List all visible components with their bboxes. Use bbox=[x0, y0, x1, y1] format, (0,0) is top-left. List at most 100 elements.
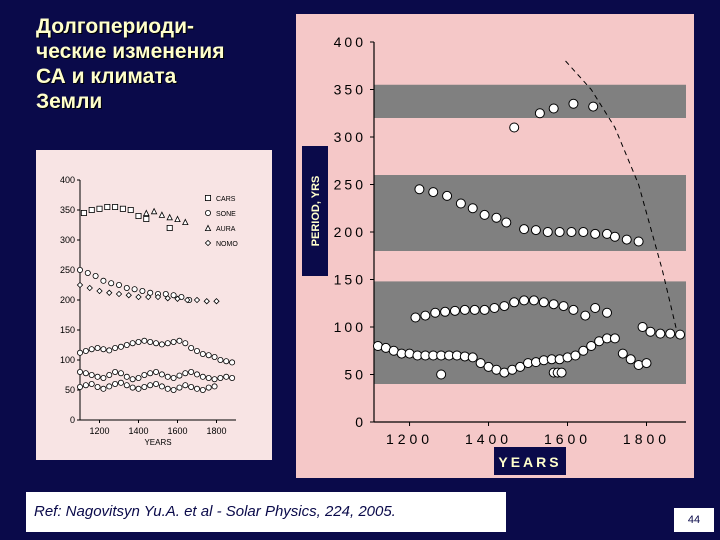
data-point bbox=[554, 227, 565, 237]
legend-marker bbox=[204, 239, 212, 247]
data-point bbox=[459, 304, 470, 315]
data-point bbox=[436, 369, 447, 380]
data-point bbox=[420, 310, 431, 321]
data-point bbox=[164, 295, 171, 302]
data-point bbox=[538, 297, 549, 308]
data-point bbox=[123, 341, 130, 348]
data-point bbox=[166, 213, 173, 221]
legend-label: SONE bbox=[216, 211, 236, 218]
data-point bbox=[568, 98, 579, 109]
data-point bbox=[119, 205, 126, 212]
data-point bbox=[76, 281, 84, 289]
data-point bbox=[534, 108, 545, 119]
data-point bbox=[164, 340, 171, 347]
y-axis-label: PERIOD, YRS bbox=[310, 176, 322, 247]
data-point bbox=[182, 218, 189, 225]
data-point bbox=[475, 358, 486, 369]
data-point bbox=[139, 287, 146, 294]
data-point bbox=[548, 103, 559, 114]
y-tick-label: 50 bbox=[344, 367, 366, 383]
y-tick-label: 300 bbox=[334, 129, 366, 145]
data-point bbox=[442, 190, 453, 201]
data-point bbox=[675, 329, 686, 340]
slide-number: 44 bbox=[674, 508, 714, 532]
data-point bbox=[170, 386, 177, 393]
dashed-trend-line bbox=[565, 60, 679, 337]
data-point bbox=[129, 384, 136, 391]
data-point bbox=[82, 382, 89, 389]
data-point bbox=[193, 347, 200, 354]
data-point bbox=[588, 101, 599, 112]
data-point bbox=[135, 213, 142, 220]
data-point bbox=[176, 337, 183, 344]
data-point bbox=[164, 385, 171, 392]
data-point bbox=[147, 289, 154, 296]
data-point bbox=[568, 304, 579, 315]
y-tick-label: 250 bbox=[60, 265, 75, 275]
data-point bbox=[106, 347, 113, 354]
data-point bbox=[199, 350, 206, 357]
data-point bbox=[176, 372, 183, 379]
data-point bbox=[509, 297, 520, 308]
data-point bbox=[141, 337, 148, 344]
y-tick-label: 150 bbox=[60, 325, 75, 335]
data-point bbox=[430, 307, 441, 318]
data-point bbox=[499, 301, 510, 312]
data-point bbox=[154, 293, 162, 301]
data-point bbox=[82, 370, 89, 377]
x-tick-label: 1200 bbox=[386, 431, 433, 447]
x-tick-label: 1800 bbox=[206, 426, 226, 436]
data-point bbox=[205, 374, 212, 381]
data-point bbox=[123, 382, 130, 389]
y-tick-label: 400 bbox=[334, 34, 366, 50]
data-point bbox=[519, 295, 530, 306]
data-point bbox=[88, 207, 95, 214]
data-point bbox=[645, 326, 656, 337]
data-point bbox=[170, 374, 177, 381]
data-point bbox=[117, 379, 124, 386]
data-point bbox=[489, 303, 500, 313]
data-point bbox=[637, 322, 648, 332]
data-point bbox=[88, 346, 95, 353]
data-point bbox=[112, 344, 119, 351]
x-tick-label: 1600 bbox=[544, 431, 591, 447]
data-point bbox=[158, 383, 165, 390]
data-point bbox=[199, 373, 206, 380]
data-point bbox=[182, 370, 189, 377]
x-axis-label-box bbox=[494, 447, 566, 475]
data-point bbox=[633, 236, 644, 247]
data-point bbox=[88, 380, 95, 387]
y-tick-label: 350 bbox=[334, 82, 366, 98]
data-point bbox=[193, 371, 200, 378]
large-chart: 0 50 100 150 200 250 300 350 400 1200 1400 1600 1800… bbox=[302, 34, 686, 475]
x-tick-label: 1400 bbox=[465, 431, 512, 447]
data-point bbox=[469, 304, 480, 315]
gray-band bbox=[374, 281, 686, 342]
slide-title: Долгопериоди- ческие изменения СА и клим… bbox=[36, 15, 225, 113]
data-point bbox=[135, 385, 142, 392]
data-point bbox=[479, 304, 490, 315]
y-tick-label: 400 bbox=[60, 175, 75, 185]
data-point bbox=[106, 371, 113, 378]
data-point bbox=[131, 286, 138, 293]
legend-marker bbox=[204, 224, 212, 231]
small-chart: 0 50 100 150 200 250 300 350 400 1200 1400 1600 1800… bbox=[60, 175, 238, 447]
y-tick-label: 150 bbox=[334, 272, 366, 288]
data-point bbox=[440, 306, 451, 317]
data-point bbox=[665, 328, 676, 339]
data-point bbox=[528, 295, 539, 306]
y-tick-label: 200 bbox=[60, 295, 75, 305]
data-point bbox=[100, 346, 107, 353]
y-tick-label: 100 bbox=[334, 319, 366, 335]
data-point bbox=[213, 298, 220, 305]
data-point bbox=[123, 284, 130, 291]
data-point bbox=[205, 384, 212, 391]
y-tick-label: 350 bbox=[60, 205, 75, 215]
legend-marker bbox=[204, 195, 211, 202]
data-point bbox=[182, 340, 189, 347]
data-point bbox=[112, 380, 119, 387]
data-point bbox=[153, 380, 160, 387]
data-point bbox=[80, 210, 87, 217]
data-point bbox=[100, 385, 107, 392]
y-tick-label: 300 bbox=[60, 235, 75, 245]
